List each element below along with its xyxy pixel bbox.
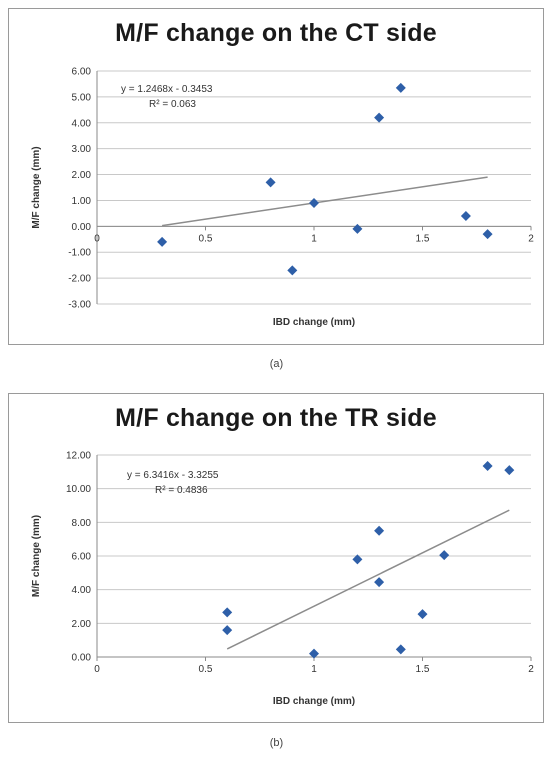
x-tick-label: 2 [528, 233, 534, 244]
data-point [265, 177, 276, 188]
x-tick-label: 1 [311, 233, 317, 244]
trendline [161, 176, 488, 227]
y-tick-label: 3.00 [72, 144, 92, 155]
y-tick-label: 2.00 [72, 170, 92, 181]
data-point [352, 223, 363, 234]
data-point [309, 648, 319, 659]
y-tick-label: 5.00 [72, 92, 92, 103]
data-point [395, 644, 406, 655]
r-squared-label: R² = 0.063 [149, 99, 196, 110]
y-tick-label: 8.00 [72, 518, 92, 529]
x-tick-label: 1.5 [416, 233, 430, 244]
x-tick-label: 0 [94, 233, 100, 244]
y-tick-label: 2.00 [72, 619, 92, 630]
y-tick-label: 6.00 [72, 552, 92, 563]
x-tick-label: 0 [94, 664, 100, 675]
data-point [460, 210, 471, 221]
data-point [439, 550, 450, 561]
trendline-equation: y = 1.2468x - 0.3453 [121, 84, 213, 95]
x-tick-label: 0.5 [199, 664, 213, 675]
y-tick-label: 0.00 [72, 222, 92, 233]
scatter-chart-tr: 0.00 2.00 4.00 6.00 8.00 10.00 12.00 0 0.5 1 1.5 2 y… [31, 451, 534, 708]
y-tick-label: 1.00 [72, 196, 92, 207]
x-tick-label: 1 [311, 664, 317, 675]
figure-caption: (b) [269, 737, 284, 749]
trendline-equation: y = 6.3416x - 3.3255 [127, 470, 219, 481]
data-point [417, 609, 428, 620]
chart-title: M/F change on the TR side [115, 404, 437, 432]
data-point [374, 112, 385, 123]
data-point [482, 229, 493, 240]
scatter-chart-ct: -3.00 -2.00 -1.00 0.00 1.00 2.00 3.00 4.00 5.00 6… [31, 67, 534, 329]
y-tick-label: -2.00 [68, 274, 91, 285]
x-tick-label: 0.5 [199, 233, 213, 244]
data-point [309, 198, 319, 209]
data-point [222, 607, 233, 618]
y-tick-label: 12.00 [66, 451, 91, 462]
chart-panel-tr: M/F change on the TR side 0.00 2.00 4.00 6.… [8, 393, 544, 723]
y-tick-label: 0.00 [72, 653, 92, 664]
y-tick-label: 10.00 [66, 484, 91, 495]
data-point [395, 82, 406, 93]
chart-panel-ct: M/F change on the CT side -3.00 -2.00 -1.0… [8, 8, 544, 345]
y-tick-label: 4.00 [72, 585, 92, 596]
trendline [226, 509, 510, 650]
x-axis-title: IBD change (mm) [273, 696, 355, 707]
y-axis-title: M/F change (mm) [31, 515, 42, 597]
data-point [222, 625, 233, 636]
x-tick-label: 2 [528, 664, 534, 675]
data-point [374, 525, 385, 536]
data-point [287, 265, 298, 276]
x-axis-title: IBD change (mm) [273, 317, 355, 328]
chart-title: M/F change on the CT side [115, 19, 437, 47]
data-point [504, 465, 515, 476]
data-point [352, 554, 363, 565]
y-tick-label: -1.00 [68, 248, 91, 259]
data-point [482, 460, 493, 471]
r-squared-label: R² = 0.4836 [155, 485, 208, 496]
y-tick-label: 6.00 [72, 67, 92, 78]
y-tick-label: 4.00 [72, 118, 92, 129]
x-tick-label: 1.5 [416, 664, 430, 675]
data-point [157, 236, 168, 247]
figure-caption: (a) [269, 358, 284, 370]
data-point [374, 577, 385, 588]
y-tick-label: -3.00 [68, 300, 91, 311]
y-axis-title: M/F change (mm) [31, 146, 42, 228]
